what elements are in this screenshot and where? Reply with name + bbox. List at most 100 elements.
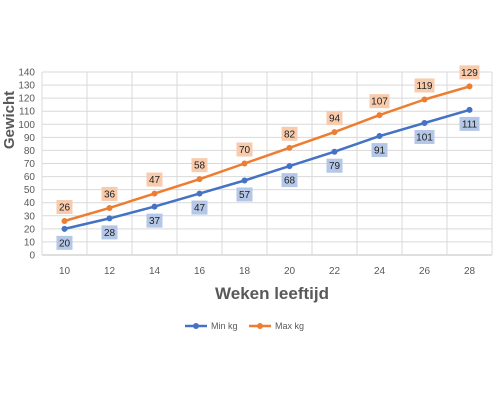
data-label-max-kg-14: 47 bbox=[149, 175, 161, 186]
data-point-min-kg-10 bbox=[61, 225, 68, 232]
data-label-min-kg-16: 47 bbox=[194, 203, 206, 214]
x-tick-label-14: 14 bbox=[149, 266, 161, 277]
data-label-bg-min-kg-28 bbox=[459, 116, 480, 131]
data-point-max-kg-18 bbox=[241, 160, 248, 167]
legend: Min kg Max kg bbox=[185, 321, 304, 331]
x-axis-title: Weken leeftijd bbox=[215, 284, 329, 303]
data-point-max-kg-10 bbox=[61, 218, 68, 225]
x-tick-label-26: 26 bbox=[419, 266, 431, 277]
data-label-max-kg-22: 94 bbox=[329, 114, 341, 125]
data-point-min-kg-24 bbox=[376, 133, 383, 140]
data-label-bg-min-kg-24 bbox=[371, 143, 388, 158]
y-tick-label-60: 60 bbox=[24, 172, 36, 183]
legend-marker-max bbox=[257, 323, 263, 329]
data-point-min-kg-22 bbox=[331, 148, 338, 155]
data-label-bg-max-kg-22 bbox=[326, 111, 343, 126]
data-point-max-kg-22 bbox=[331, 129, 338, 136]
x-tick-label-12: 12 bbox=[104, 266, 116, 277]
data-label-bg-min-kg-14 bbox=[146, 213, 163, 228]
data-label-min-kg-24: 91 bbox=[374, 146, 386, 157]
data-label-max-kg-24: 107 bbox=[371, 97, 388, 108]
data-point-min-kg-18 bbox=[241, 177, 248, 184]
data-label-bg-max-kg-16 bbox=[191, 158, 208, 173]
y-tick-label-90: 90 bbox=[24, 133, 36, 144]
y-tick-label-80: 80 bbox=[24, 146, 36, 157]
legend-marker-min bbox=[193, 323, 199, 329]
data-label-min-kg-22: 79 bbox=[329, 161, 341, 172]
y-tick-label-10: 10 bbox=[24, 237, 36, 248]
legend-item-min: Min kg bbox=[185, 321, 238, 331]
data-label-min-kg-10: 20 bbox=[59, 238, 71, 249]
data-label-max-kg-20: 82 bbox=[284, 129, 296, 140]
y-tick-label-130: 130 bbox=[18, 81, 35, 92]
x-tick-label-16: 16 bbox=[194, 266, 206, 277]
series-line-max-kg bbox=[64, 85, 470, 223]
data-label-bg-max-kg-10 bbox=[56, 200, 73, 215]
data-label-bg-min-kg-22 bbox=[326, 158, 343, 173]
y-tick-label-140: 140 bbox=[18, 68, 35, 79]
data-point-min-kg-16 bbox=[196, 190, 203, 197]
data-label-bg-max-kg-26 bbox=[414, 78, 435, 93]
y-tick-label-20: 20 bbox=[24, 224, 36, 235]
data-label-max-kg-10: 26 bbox=[59, 203, 71, 214]
data-label-bg-max-kg-12 bbox=[101, 186, 118, 201]
data-label-max-kg-18: 70 bbox=[239, 145, 251, 156]
data-label-bg-max-kg-28 bbox=[459, 65, 480, 80]
data-point-max-kg-20 bbox=[286, 144, 293, 151]
data-label-max-kg-28: 129 bbox=[461, 68, 478, 79]
legend-label-min: Min kg bbox=[211, 321, 238, 331]
data-point-max-kg-26 bbox=[421, 96, 428, 103]
x-tick-label-10: 10 bbox=[59, 266, 71, 277]
legend-item-max: Max kg bbox=[249, 321, 304, 331]
y-tick-label-100: 100 bbox=[18, 120, 35, 131]
y-tick-label-110: 110 bbox=[19, 107, 35, 118]
y-tick-label-40: 40 bbox=[24, 198, 36, 209]
data-label-min-kg-18: 57 bbox=[239, 190, 251, 201]
data-label-bg-max-kg-20 bbox=[281, 126, 298, 141]
y-tick-label-0: 0 bbox=[29, 251, 35, 262]
data-point-max-kg-28 bbox=[466, 83, 473, 90]
data-label-bg-min-kg-10 bbox=[56, 235, 73, 250]
data-label-bg-min-kg-20 bbox=[281, 173, 298, 188]
series-line-min-kg bbox=[64, 108, 470, 231]
series-lines bbox=[61, 83, 473, 232]
data-label-bg-max-kg-18 bbox=[236, 142, 253, 157]
data-point-min-kg-26 bbox=[421, 119, 428, 126]
data-label-max-kg-26: 119 bbox=[417, 81, 433, 92]
y-axis-ticks: 0 10 20 30 40 50 60 70 80 90 100 110 120 130 140 bbox=[18, 68, 35, 262]
data-label-max-kg-12: 36 bbox=[104, 189, 116, 200]
data-point-min-kg-12 bbox=[106, 215, 113, 222]
data-point-max-kg-12 bbox=[106, 204, 113, 211]
data-label-max-kg-16: 58 bbox=[194, 161, 206, 172]
x-tick-label-24: 24 bbox=[374, 266, 386, 277]
x-axis-ticks: 10 12 14 16 18 20 22 24 26 28 bbox=[59, 266, 476, 277]
y-tick-label-120: 120 bbox=[18, 94, 35, 105]
data-label-bg-max-kg-14 bbox=[146, 172, 163, 187]
data-point-max-kg-16 bbox=[196, 176, 203, 183]
y-axis-title: Gewicht bbox=[1, 91, 18, 149]
data-label-min-kg-14: 37 bbox=[149, 216, 161, 227]
y-tick-label-70: 70 bbox=[24, 159, 36, 170]
data-label-bg-min-kg-18 bbox=[236, 187, 253, 202]
y-tick-label-30: 30 bbox=[24, 211, 36, 222]
data-label-bg-min-kg-26 bbox=[414, 129, 435, 144]
data-point-min-kg-20 bbox=[286, 163, 293, 170]
data-label-min-kg-12: 28 bbox=[104, 228, 116, 239]
data-labels: 20 28 37 47 57 68 79 91 101 111 26 36 47 58 70 82 94 107 1… bbox=[56, 65, 480, 250]
data-label-bg-min-kg-16 bbox=[191, 200, 208, 215]
x-tick-label-22: 22 bbox=[329, 266, 341, 277]
data-point-max-kg-24 bbox=[376, 112, 383, 119]
x-tick-label-28: 28 bbox=[464, 266, 476, 277]
data-point-min-kg-14 bbox=[151, 203, 158, 210]
legend-label-max: Max kg bbox=[275, 321, 304, 331]
data-label-min-kg-20: 68 bbox=[284, 176, 296, 187]
data-label-min-kg-26: 101 bbox=[416, 132, 433, 143]
x-tick-label-18: 18 bbox=[239, 266, 251, 277]
data-point-min-kg-28 bbox=[466, 106, 473, 113]
data-label-min-kg-28: 111 bbox=[462, 119, 478, 130]
data-label-bg-min-kg-12 bbox=[101, 225, 118, 240]
data-point-max-kg-14 bbox=[151, 190, 158, 197]
y-tick-label-50: 50 bbox=[24, 185, 36, 196]
x-tick-label-20: 20 bbox=[284, 266, 296, 277]
